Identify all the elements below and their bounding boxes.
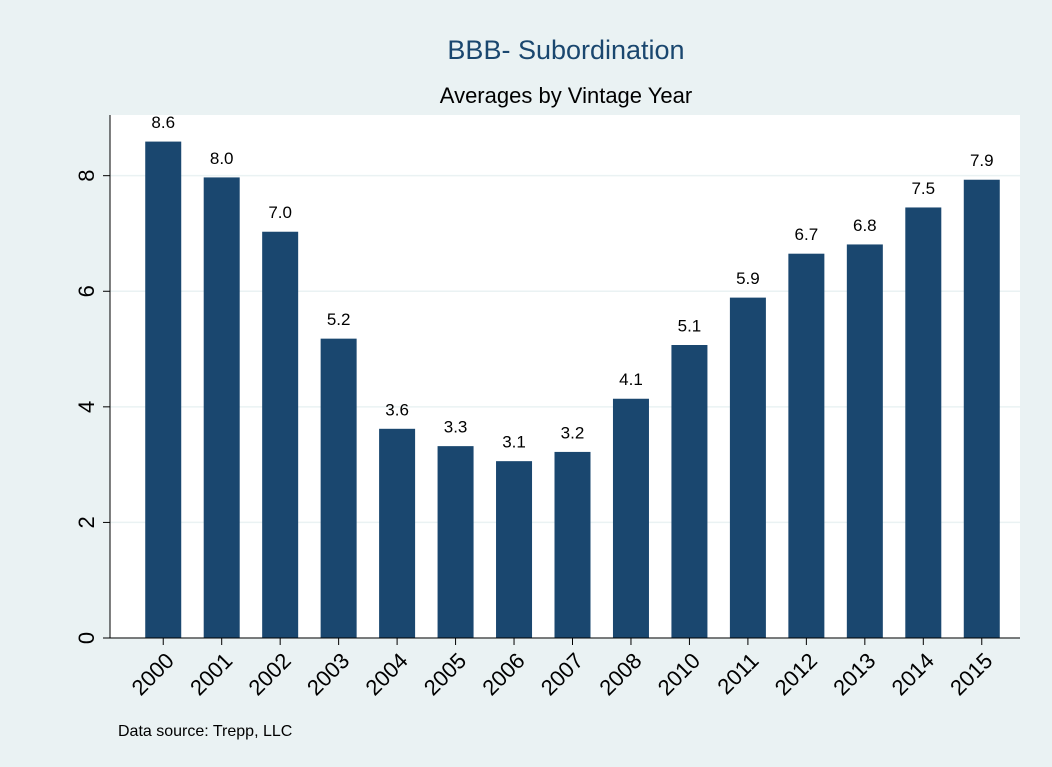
y-tick-label: 8: [74, 170, 99, 182]
value-label: 5.9: [736, 269, 760, 288]
bar: [554, 451, 591, 638]
value-label: 3.3: [444, 418, 468, 437]
bar: [379, 428, 416, 638]
value-label: 3.2: [561, 423, 585, 442]
bar: [320, 338, 357, 638]
value-label: 8.6: [151, 113, 175, 132]
bar: [203, 177, 240, 638]
bars: 20008.620018.020027.020035.220043.620053…: [127, 113, 1000, 700]
bar: [905, 207, 942, 638]
bar: [963, 179, 1000, 639]
y-tick-label: 4: [74, 401, 99, 413]
y-tick-label: 0: [74, 632, 99, 644]
y-tick-label: 6: [74, 285, 99, 297]
bar: [145, 141, 182, 638]
y-tick-label: 2: [74, 516, 99, 528]
value-label: 7.0: [268, 203, 292, 222]
bar: [496, 461, 533, 638]
value-label: 8.0: [210, 149, 234, 168]
value-label: 5.1: [678, 316, 702, 335]
value-label: 4.1: [619, 370, 643, 389]
value-label: 6.7: [795, 225, 819, 244]
bar: [671, 345, 708, 638]
source-note: Data source: Trepp, LLC: [118, 723, 292, 740]
bar: [437, 446, 474, 638]
bar: [788, 253, 825, 638]
value-label: 7.9: [970, 151, 994, 170]
value-label: 6.8: [853, 216, 877, 235]
value-label: 5.2: [327, 310, 351, 329]
bar: [846, 244, 883, 639]
bar: [612, 398, 649, 638]
chart-title: BBB- Subordination: [447, 35, 684, 65]
value-label: 3.1: [502, 433, 526, 452]
bar: [262, 231, 299, 639]
value-label: 7.5: [911, 179, 935, 198]
chart-subtitle: Averages by Vintage Year: [440, 83, 692, 108]
value-label: 3.6: [385, 400, 409, 419]
bar: [729, 297, 766, 638]
